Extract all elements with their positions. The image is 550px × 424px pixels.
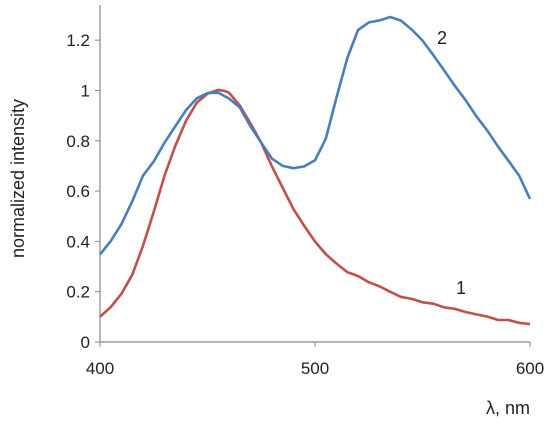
series-1-label: 1 — [456, 278, 466, 298]
y-tick-label: 0.2 — [66, 283, 90, 302]
x-tick-label: 400 — [86, 359, 114, 378]
x-tick-label: 600 — [516, 359, 544, 378]
y-axis-ticks: 0 0.2 0.4 0.6 0.8 1 1.2 — [66, 31, 100, 352]
series-2-label: 2 — [437, 28, 447, 48]
chart-series — [98, 15, 532, 326]
x-axis-ticks: 400 500 600 — [86, 342, 544, 378]
y-tick-label: 0.6 — [66, 182, 90, 201]
y-axis-title: normalized intensity — [8, 99, 28, 258]
x-axis-title: λ, nm — [486, 398, 530, 418]
y-tick-label: 0.8 — [66, 132, 90, 151]
x-tick-label: 500 — [301, 359, 329, 378]
series-2-line — [98, 15, 532, 256]
series-1-line — [99, 88, 531, 326]
y-tick-label: 1 — [81, 81, 90, 100]
y-tick-label: 0 — [81, 333, 90, 352]
y-tick-label: 1.2 — [66, 31, 90, 50]
y-tick-label: 0.4 — [66, 232, 90, 251]
